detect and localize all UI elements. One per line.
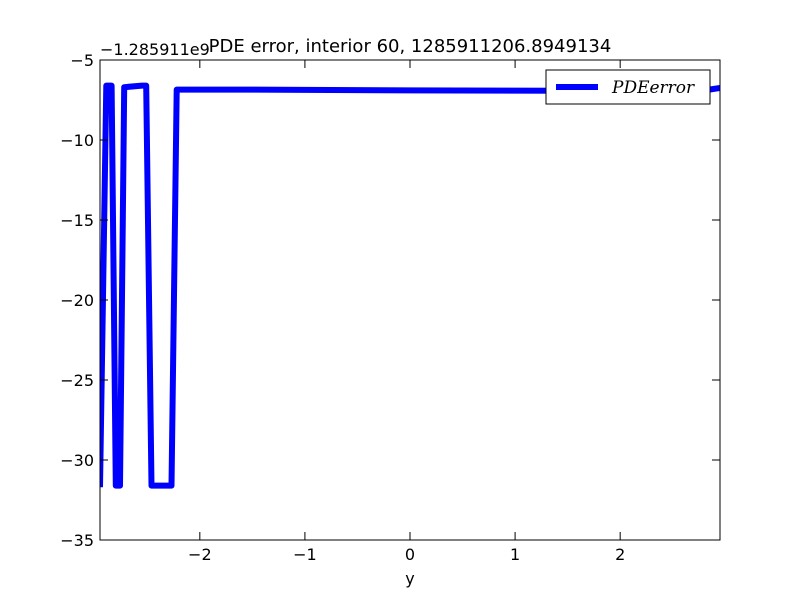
x-tick-label: −2 [188, 545, 212, 564]
y-tick-label: −25 [60, 371, 94, 390]
y-tick-label: −5 [70, 51, 94, 70]
plot-frame [99, 59, 721, 541]
y-tick-label: −20 [60, 291, 94, 310]
x-tick-label: 1 [510, 545, 520, 564]
x-tick-label: 2 [615, 545, 625, 564]
axis-ticks: −2 −1 0 1 2−35−30−25−20−15−10−5 [60, 51, 720, 564]
x-axis-label: y [405, 569, 414, 588]
y-tick-label: −30 [60, 451, 94, 470]
y-tick-label: −35 [60, 531, 94, 550]
x-tick-label: 0 [405, 545, 415, 564]
legend-label: PDEerror [611, 78, 695, 98]
y-tick-label: −10 [60, 131, 94, 150]
series-line-0 [100, 82, 720, 489]
legend: PDEerror [545, 69, 711, 105]
axis-offset-label: −1.285911e9 [100, 40, 210, 59]
chart-title: PDE error, interior 60, 1285911206.89491… [209, 36, 612, 57]
plot-area [100, 82, 720, 489]
x-tick-label: −1 [293, 545, 317, 564]
y-tick-label: −15 [60, 211, 94, 230]
